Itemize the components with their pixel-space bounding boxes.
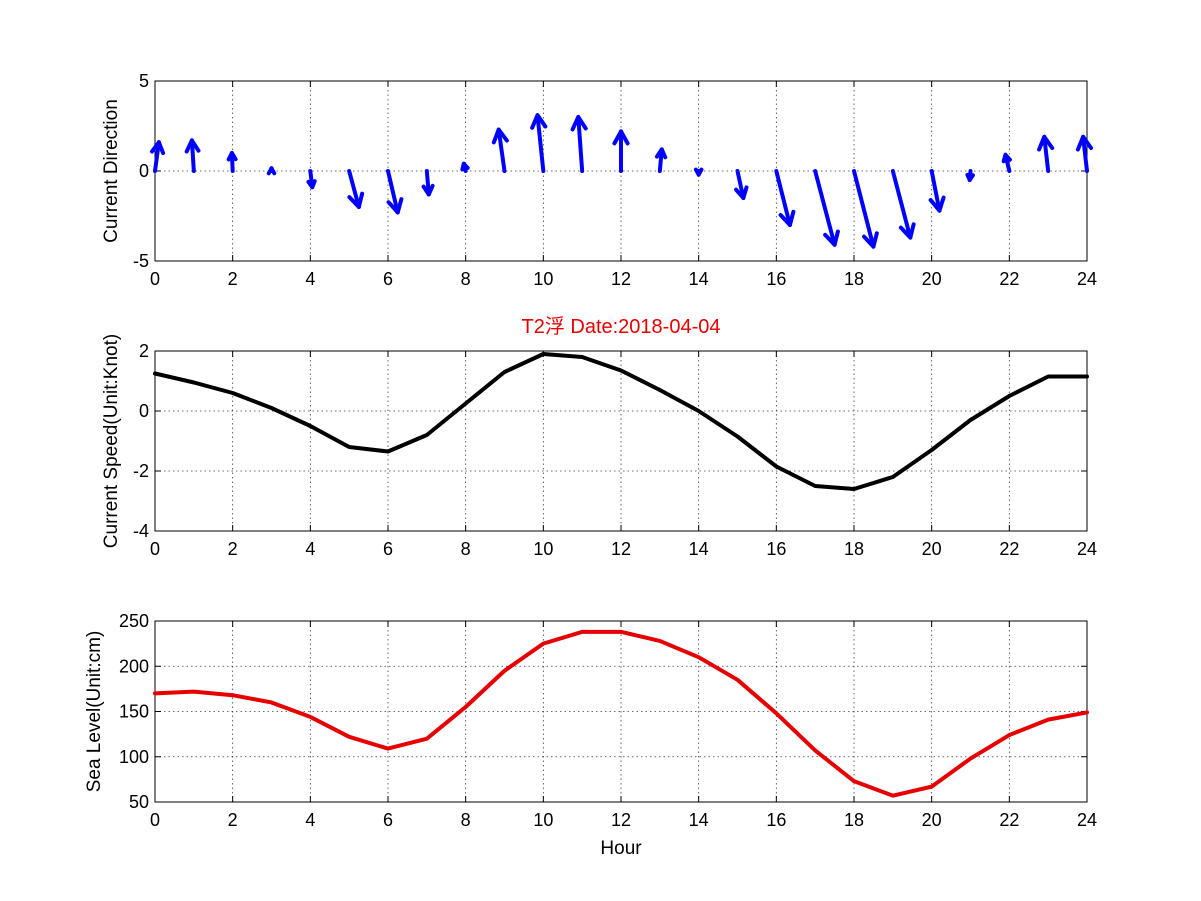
current-arrow xyxy=(693,167,704,177)
y-axis-label: Current Speed(Unit:Knot) xyxy=(101,334,122,548)
current-arrow xyxy=(1037,134,1055,173)
current-arrow xyxy=(386,169,404,215)
current-speed-panel: T2浮 Date:2018-04-04 Current Speed(Unit:K… xyxy=(101,315,1097,559)
x-tick-label: 20 xyxy=(922,810,942,830)
current-arrow xyxy=(1075,134,1094,173)
current-arrow xyxy=(149,140,166,173)
current-arrow xyxy=(226,151,238,173)
x-tick-label: 16 xyxy=(766,810,786,830)
x-tick-label: 0 xyxy=(150,269,160,289)
x-tick-label: 0 xyxy=(150,539,160,559)
x-tick-label: 6 xyxy=(383,269,393,289)
current-direction-panel: Current Direction 0 2 4 6 8 10 12 14 16 18 20 22 24-… xyxy=(101,71,1097,289)
x-tick-label: 18 xyxy=(844,269,864,289)
current-arrow xyxy=(813,169,840,247)
current-arrow xyxy=(965,169,975,182)
x-tick-label: 20 xyxy=(922,269,942,289)
x-tick-label: 22 xyxy=(999,539,1019,559)
x-tick-label: 22 xyxy=(999,810,1019,830)
current-arrow xyxy=(928,169,946,213)
x-tick-label: 16 xyxy=(766,269,786,289)
x-tick-label: 2 xyxy=(228,810,238,830)
x-tick-label: 6 xyxy=(383,810,393,830)
y-tick-label: 0 xyxy=(139,161,149,181)
x-tick-label: 16 xyxy=(766,539,786,559)
series-line xyxy=(153,629,1089,798)
x-tick-label: 14 xyxy=(689,810,709,830)
y-tick-label: -4 xyxy=(133,521,149,541)
x-tick-label: 14 xyxy=(689,269,709,289)
x-tick-label: 8 xyxy=(461,539,471,559)
y-tick-label: 0 xyxy=(139,401,149,421)
y-tick-label: 150 xyxy=(119,702,149,722)
x-tick-label: 12 xyxy=(611,810,631,830)
x-tick-label: 8 xyxy=(461,269,471,289)
y-axis-label: Current Direction xyxy=(101,99,122,243)
x-tick-label: 2 xyxy=(228,269,238,289)
y-axis-label: Sea Level(Unit:cm) xyxy=(84,631,105,793)
y-tick-label: -2 xyxy=(133,461,149,481)
current-arrow xyxy=(570,115,588,173)
x-tick-label: 10 xyxy=(533,539,553,559)
x-tick-label: 18 xyxy=(844,539,864,559)
x-tick-label: 12 xyxy=(611,269,631,289)
current-arrow xyxy=(890,169,916,240)
current-arrow xyxy=(491,127,509,173)
x-tick-label: 20 xyxy=(922,539,942,559)
y-tick-label: -5 xyxy=(133,251,149,271)
current-arrow xyxy=(1001,152,1012,173)
series-line xyxy=(153,352,1089,491)
current-arrow xyxy=(421,169,435,197)
current-arrow xyxy=(774,169,796,227)
x-tick-label: 6 xyxy=(383,539,393,559)
x-axis-label: Hour xyxy=(600,838,642,859)
x-tick-label: 24 xyxy=(1077,810,1097,830)
y-tick-label: 100 xyxy=(119,747,149,767)
current-arrow xyxy=(654,147,668,173)
y-tick-label: 2 xyxy=(139,341,149,361)
y-tick-label: 5 xyxy=(139,71,149,91)
x-tick-label: 18 xyxy=(844,810,864,830)
chart-title: T2浮 Date:2018-04-04 xyxy=(521,315,720,338)
x-tick-label: 4 xyxy=(305,269,315,289)
x-tick-label: 24 xyxy=(1077,269,1097,289)
x-tick-label: 4 xyxy=(305,810,315,830)
y-tick-label: 200 xyxy=(119,656,149,676)
current-arrow xyxy=(852,169,879,249)
current-arrow xyxy=(734,169,749,200)
current-arrow xyxy=(530,113,548,173)
x-tick-label: 8 xyxy=(461,810,471,830)
x-tick-label: 0 xyxy=(150,810,160,830)
y-tick-label: 250 xyxy=(119,611,149,631)
x-tick-label: 10 xyxy=(533,810,553,830)
current-arrow xyxy=(184,138,201,173)
current-arrow xyxy=(612,129,630,173)
current-arrow xyxy=(306,169,317,190)
sea-level-panel: Sea Level(Unit:cm) Hour 0 2 4 6 8 10 12 14 16 18 2… xyxy=(84,611,1097,859)
x-tick-label: 22 xyxy=(999,269,1019,289)
x-tick-label: 10 xyxy=(533,269,553,289)
current-arrow xyxy=(460,161,470,173)
x-tick-label: 12 xyxy=(611,539,631,559)
x-tick-label: 4 xyxy=(305,539,315,559)
y-tick-label: 50 xyxy=(129,792,149,812)
current-arrow xyxy=(266,166,277,176)
x-tick-label: 24 xyxy=(1077,539,1097,559)
x-tick-label: 14 xyxy=(689,539,709,559)
current-arrow xyxy=(347,169,365,209)
x-tick-label: 2 xyxy=(228,539,238,559)
